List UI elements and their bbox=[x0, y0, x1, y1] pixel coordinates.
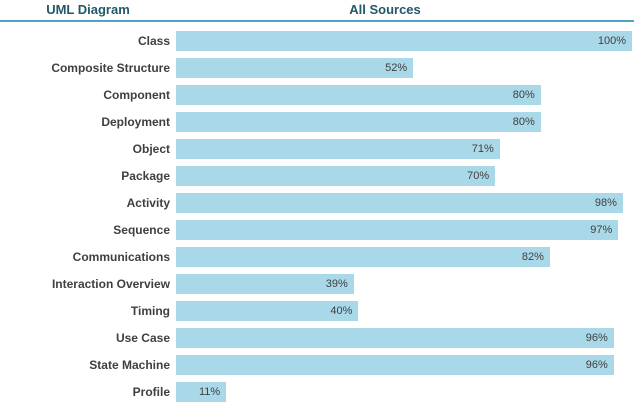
bar-value-label: 100% bbox=[597, 35, 626, 47]
bar: 97% bbox=[176, 220, 619, 240]
category-label: Package bbox=[121, 169, 170, 183]
bar-track: 80% bbox=[176, 85, 632, 105]
bar-row: Package 70% bbox=[0, 166, 634, 193]
bar: 100% bbox=[176, 31, 632, 51]
bar: 80% bbox=[176, 112, 541, 132]
category-label: Profile bbox=[132, 385, 170, 399]
bar-value-label: 97% bbox=[590, 224, 613, 236]
bar: 70% bbox=[176, 166, 496, 186]
category-label: Component bbox=[103, 88, 170, 102]
bar-track: 96% bbox=[176, 355, 632, 375]
bar: 71% bbox=[176, 139, 500, 159]
bar-value-label: 96% bbox=[585, 359, 608, 371]
bar-track: 39% bbox=[176, 274, 632, 294]
bar-value-label: 71% bbox=[471, 143, 494, 155]
bar-value-label: 40% bbox=[330, 305, 353, 317]
bar-track: 82% bbox=[176, 247, 632, 267]
bar: 40% bbox=[176, 301, 359, 321]
bar-track: 70% bbox=[176, 166, 632, 186]
bar-track: 97% bbox=[176, 220, 632, 240]
bar-track: 52% bbox=[176, 58, 632, 78]
bar: 96% bbox=[176, 328, 614, 348]
bar-row: Timing 40% bbox=[0, 301, 634, 328]
bar-value-label: 96% bbox=[585, 332, 608, 344]
bar-value-label: 80% bbox=[512, 89, 535, 101]
category-label: State Machine bbox=[89, 358, 170, 372]
category-label: Use Case bbox=[115, 331, 170, 345]
bar-row: Deployment 80% bbox=[0, 112, 634, 139]
chart-header-row: UML Diagram All Sources bbox=[0, 0, 634, 22]
bar: 98% bbox=[176, 193, 623, 213]
bar: 11% bbox=[176, 382, 227, 402]
bar-row: Object 71% bbox=[0, 139, 634, 166]
bar-track: 96% bbox=[176, 328, 632, 348]
column-header-uml-diagram: UML Diagram bbox=[46, 2, 130, 17]
bar-value-label: 98% bbox=[594, 197, 617, 209]
bar-row: Use Case 96% bbox=[0, 328, 634, 355]
bar-row: Profile 11% bbox=[0, 382, 634, 402]
bar-track: 71% bbox=[176, 139, 632, 159]
bar-track: 80% bbox=[176, 112, 632, 132]
bar-row: Activity 98% bbox=[0, 193, 634, 220]
category-label: Class bbox=[137, 34, 170, 48]
bar-track: 100% bbox=[176, 31, 632, 51]
bar: 82% bbox=[176, 247, 550, 267]
category-label: Timing bbox=[130, 304, 170, 318]
bar-value-label: 70% bbox=[467, 170, 490, 182]
bar-row: Class 100% bbox=[0, 31, 634, 58]
bar-row: Composite Structure 52% bbox=[0, 58, 634, 85]
column-header-all-sources: All Sources bbox=[349, 2, 421, 17]
bar-row: State Machine 96% bbox=[0, 355, 634, 382]
bar-track: 40% bbox=[176, 301, 632, 321]
bar-value-label: 11% bbox=[198, 386, 221, 398]
bar-row: Sequence 97% bbox=[0, 220, 634, 247]
bar-value-label: 80% bbox=[512, 116, 535, 128]
bar-track: 98% bbox=[176, 193, 632, 213]
bar-value-label: 39% bbox=[325, 278, 348, 290]
bar-row: Component 80% bbox=[0, 85, 634, 112]
bar-rows: Class 100% Composite Structure 52% Component… bbox=[0, 31, 634, 402]
bar-row: Communications 82% bbox=[0, 247, 634, 274]
category-label: Composite Structure bbox=[51, 61, 170, 75]
bar: 80% bbox=[176, 85, 541, 105]
bar-value-label: 82% bbox=[521, 251, 544, 263]
bar-row: Interaction Overview 39% bbox=[0, 274, 634, 301]
category-label: Interaction Overview bbox=[51, 277, 170, 291]
bar: 52% bbox=[176, 58, 414, 78]
bar: 39% bbox=[176, 274, 354, 294]
category-label: Object bbox=[132, 142, 170, 156]
bar-track: 11% bbox=[176, 382, 632, 402]
category-label: Communications bbox=[72, 250, 170, 264]
bar-value-label: 52% bbox=[385, 62, 408, 74]
category-label: Activity bbox=[126, 196, 170, 210]
bar: 96% bbox=[176, 355, 614, 375]
category-label: Deployment bbox=[101, 115, 170, 129]
category-label: Sequence bbox=[113, 223, 170, 237]
